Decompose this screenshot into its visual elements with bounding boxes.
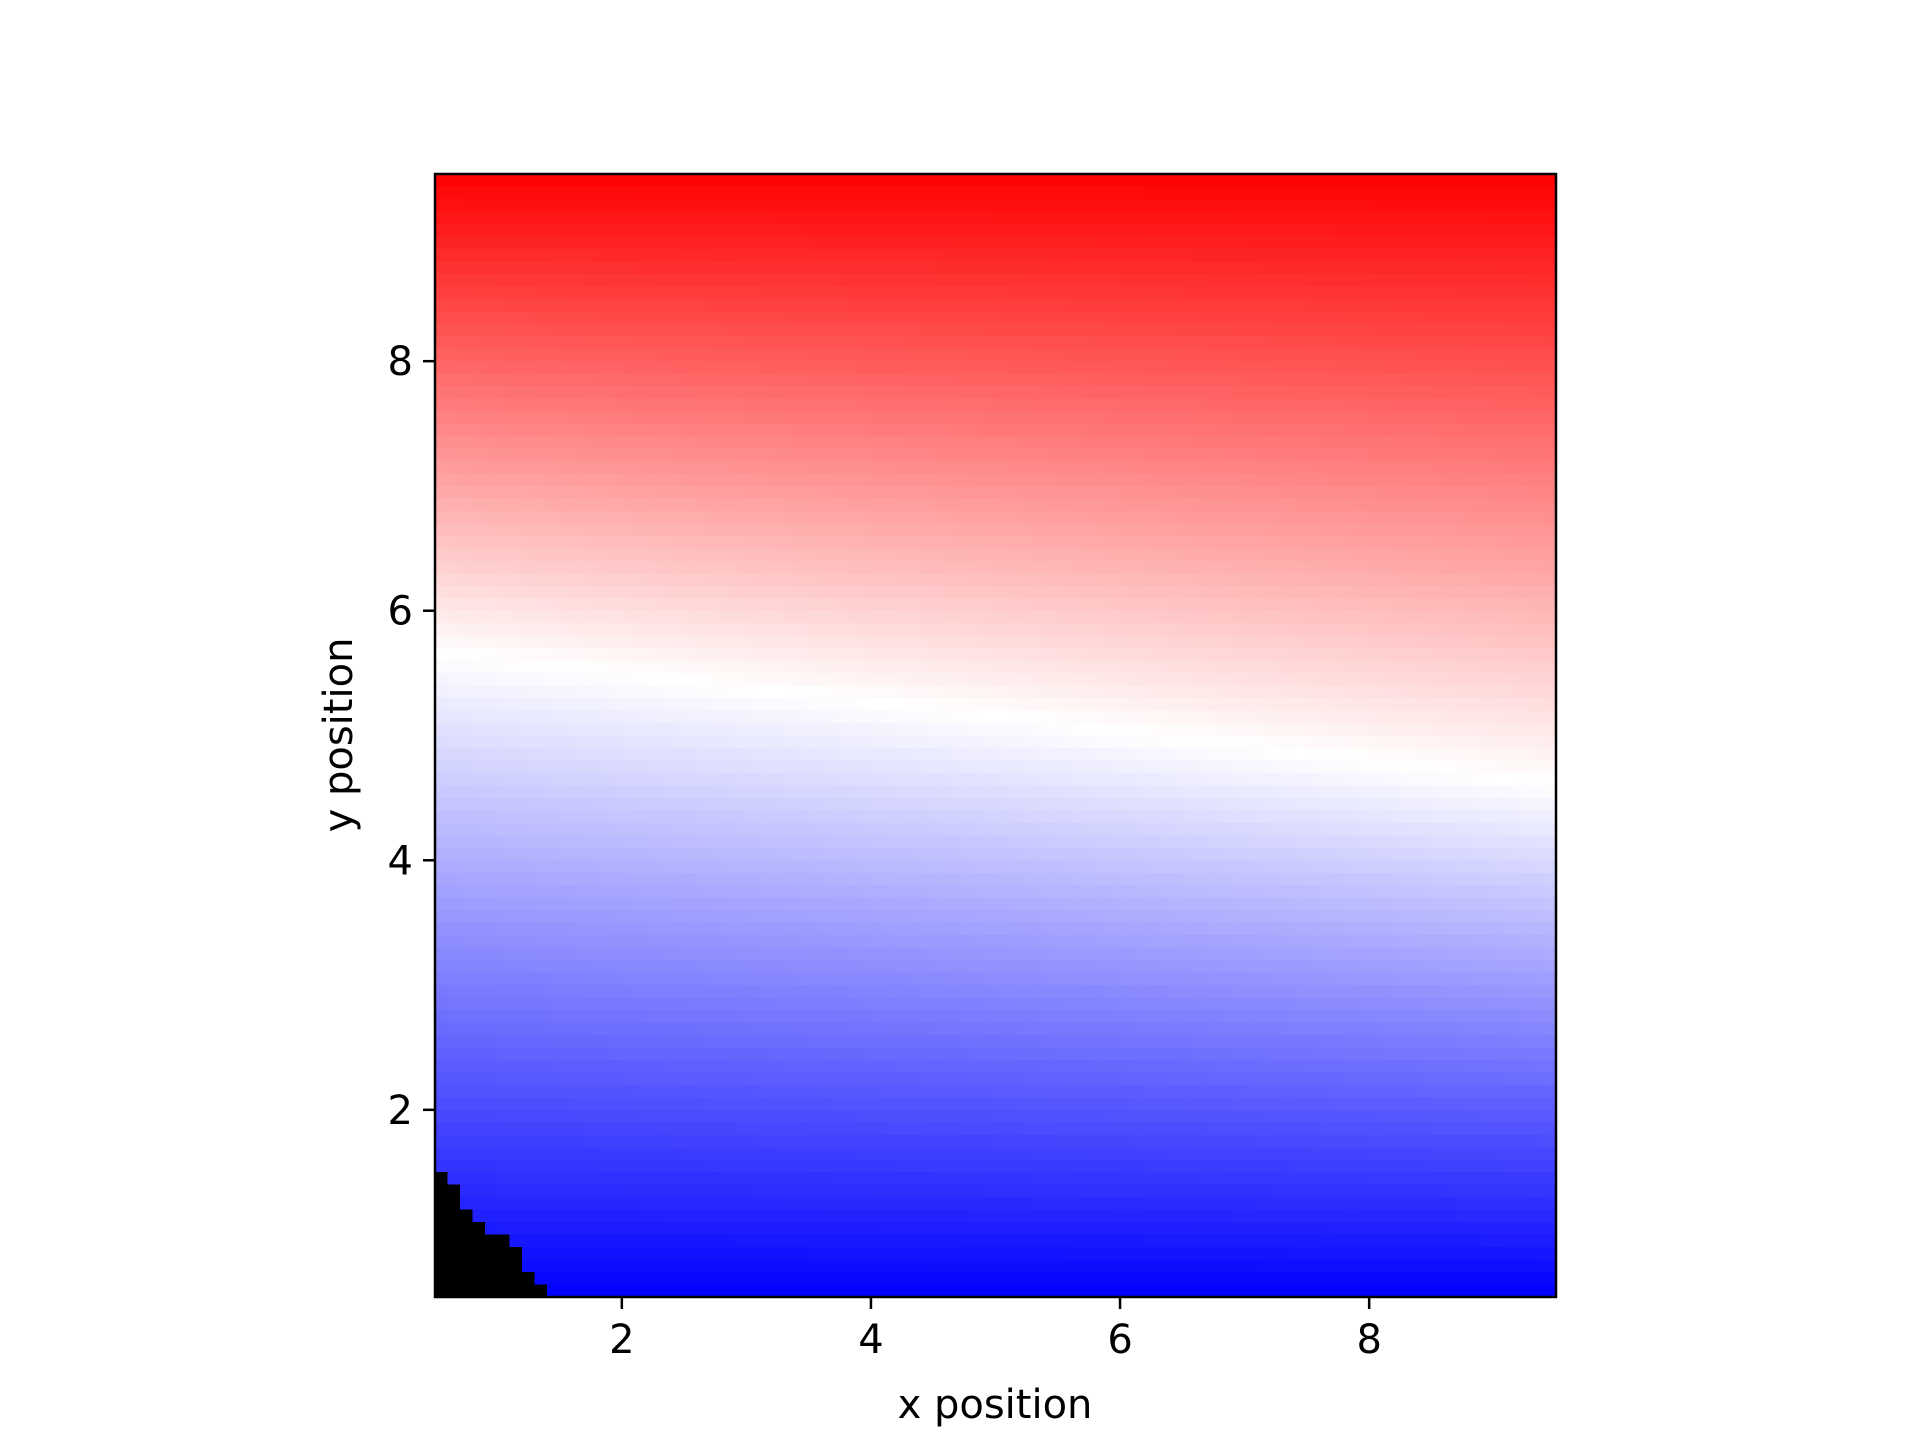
x-axis-ticks: 2 4 6 8	[609, 1297, 1382, 1363]
plot-area-frame	[433, 172, 1558, 1299]
y-tick-label: 2	[388, 1088, 413, 1134]
y-tick-label: 6	[388, 589, 413, 635]
y-axis-ticks: 2 4 6 8	[388, 339, 435, 1134]
x-tick-label: 4	[858, 1317, 883, 1363]
y-axis-label: y position	[316, 638, 362, 833]
x-tick-label: 8	[1356, 1317, 1381, 1363]
x-tick-label: 2	[609, 1317, 634, 1363]
x-tick-label: 6	[1107, 1317, 1132, 1363]
heatmap-image	[435, 174, 1556, 1297]
y-tick-label: 4	[388, 838, 413, 884]
y-tick-label: 8	[388, 339, 413, 385]
x-axis-label: x position	[898, 1382, 1093, 1428]
